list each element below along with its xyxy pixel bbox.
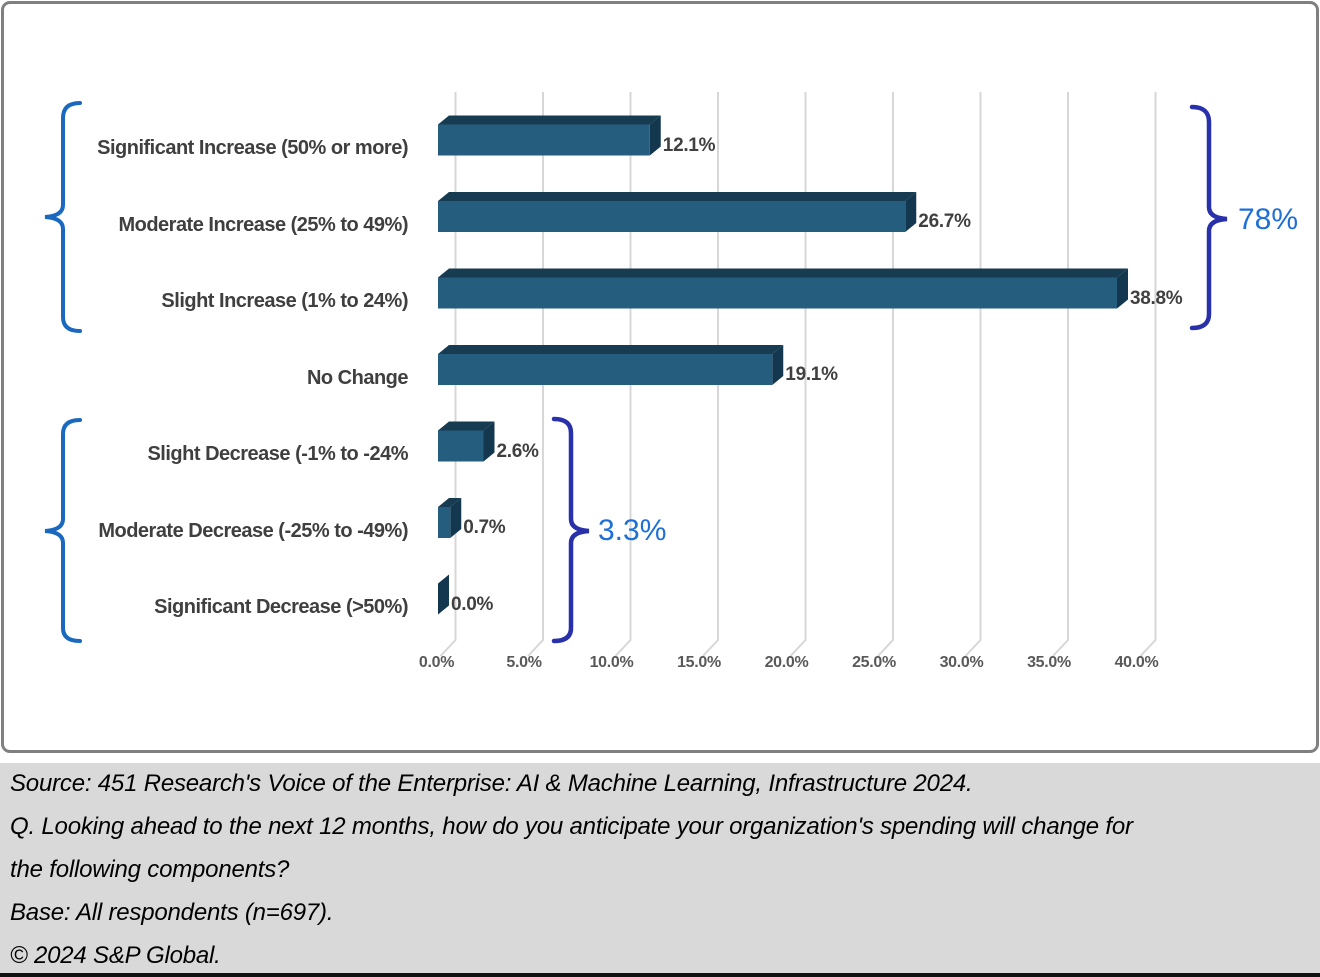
x-axis-tick-label: 10.0% [589, 654, 634, 671]
footer-base-line: Base: All respondents (n=697). [10, 899, 334, 926]
increase-bracket-left [44, 101, 82, 333]
x-axis-tick-label: 25.0% [852, 654, 896, 671]
category-label: Significant Increase (50% or more) [97, 137, 408, 159]
bar-value-label: 38.8% [1130, 287, 1183, 309]
footer-source-line: Source: 451 Research's Voice of the Ente… [10, 770, 973, 797]
bar-side-face [438, 574, 449, 615]
x-axis-tick-label: 20.0% [764, 654, 809, 671]
gridline [1139, 92, 1157, 657]
x-axis-tick-label: 0.0% [418, 654, 455, 671]
bar-side-face [772, 345, 784, 385]
increase-total-annotation: 78% [1238, 203, 1299, 236]
category-label: Moderate Increase (25% to 49%) [118, 213, 408, 236]
category-label: Slight Increase (1% to 24%) [161, 290, 408, 312]
bar-side-face [450, 498, 462, 538]
increase-total-bracket [1189, 104, 1228, 331]
bar-side-face [1117, 268, 1128, 309]
footer-question-line-1: Q. Looking ahead to the next 12 months, … [10, 813, 1133, 840]
category-label: Moderate Decrease (-25% to -49%) [98, 519, 408, 542]
category-label: Slight Decrease (-1% to -24% [147, 443, 408, 465]
x-axis-tick-label: 30.0% [939, 654, 984, 671]
x-axis-tick-label: 40.0% [1114, 654, 1159, 671]
bar [438, 507, 451, 538]
bar-value-label: 12.1% [662, 134, 716, 156]
decrease-total-bracket [551, 416, 590, 644]
category-label: Significant Decrease (>50%) [154, 596, 408, 618]
bar-value-label: 0.0% [451, 593, 494, 615]
bar-chart-canvas [44, 92, 1228, 657]
bar-top-face [438, 268, 1128, 278]
bar-top-face [438, 498, 462, 507]
chart-labels-layer: 0.0% 5.0% 10.0% 15.0% 20.0% 25.0% 30.0% 35.0% 40… [97, 134, 1183, 672]
x-axis-tick-label: 15.0% [677, 654, 721, 671]
bar-top-face [438, 345, 784, 354]
decrease-total-annotation: 3.3% [598, 514, 667, 547]
bar [438, 277, 1117, 309]
bar-top-face [438, 115, 661, 125]
bar-value-label: 26.7% [918, 211, 971, 232]
x-axis-tick-label: 5.0% [506, 654, 542, 671]
bar-side-face [905, 192, 917, 232]
source-footer: Source: 451 Research's Voice of the Ente… [0, 763, 1320, 977]
bar [438, 124, 650, 156]
decrease-bracket-left [44, 418, 82, 643]
bar-value-label: 0.7% [463, 517, 506, 538]
category-label: No Change [306, 366, 409, 389]
bar [438, 201, 906, 232]
bar-side-face [483, 421, 495, 462]
footer-question-line-2: the following components? [10, 856, 290, 883]
bar-top-face [438, 421, 495, 431]
bar [438, 354, 773, 385]
bars [438, 115, 1128, 615]
bar-side-face [649, 115, 661, 156]
bar-value-label: 19.1% [785, 364, 838, 385]
bar [438, 430, 484, 462]
x-axis-tick-label: 35.0% [1027, 654, 1071, 671]
bar-top-face [438, 192, 917, 201]
bar-value-label: 2.6% [496, 440, 539, 462]
footer-copyright-line: © 2024 S&P Global. [10, 942, 221, 969]
